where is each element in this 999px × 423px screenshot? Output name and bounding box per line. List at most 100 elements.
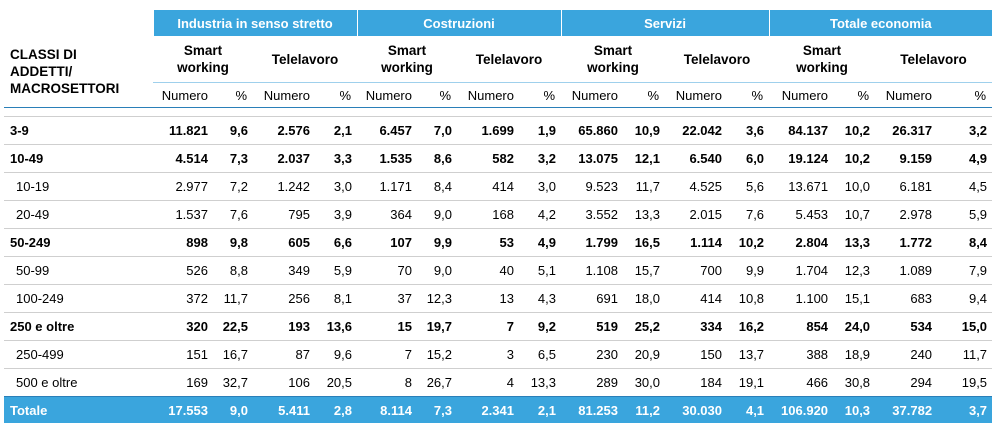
cell-percent: 9,2: [519, 313, 561, 341]
unit-label: %: [315, 83, 357, 108]
cell-percent: 9,0: [417, 257, 457, 285]
cell-numero: 7: [457, 313, 519, 341]
cell-numero: 106.920: [769, 397, 833, 423]
cell-numero: 3.552: [561, 201, 623, 229]
cell-percent: 15,0: [937, 313, 992, 341]
cell-numero: 364: [357, 201, 417, 229]
cell-percent: 8,6: [417, 145, 457, 173]
cell-numero: 40: [457, 257, 519, 285]
cell-numero: 289: [561, 369, 623, 397]
cell-numero: 168: [457, 201, 519, 229]
cell-percent: 19,1: [727, 369, 769, 397]
cell-percent: 4,5: [937, 173, 992, 201]
cell-percent: 32,7: [213, 369, 253, 397]
cell-numero: 2.576: [253, 117, 315, 145]
cell-percent: 2,8: [315, 397, 357, 423]
cell-numero: 2.015: [665, 201, 727, 229]
cell-percent: 13,7: [727, 341, 769, 369]
metric-header: Telelavoro: [875, 36, 992, 83]
cell-numero: 2.977: [153, 173, 213, 201]
unit-label: Numero: [665, 83, 727, 108]
cell-percent: 18,9: [833, 341, 875, 369]
cell-percent: 4,9: [519, 229, 561, 257]
cell-numero: 53: [457, 229, 519, 257]
row-label: 20-49: [4, 201, 153, 229]
cell-percent: 16,5: [623, 229, 665, 257]
cell-percent: 9,6: [315, 341, 357, 369]
cell-percent: 7,9: [937, 257, 992, 285]
unit-label: %: [417, 83, 457, 108]
cell-numero: 9.159: [875, 145, 937, 173]
cell-percent: 10,2: [833, 117, 875, 145]
row-label: 50-99: [4, 257, 153, 285]
cell-numero: 4.514: [153, 145, 213, 173]
metric-label: Smart working: [787, 42, 857, 76]
row-label: 10-19: [4, 173, 153, 201]
cell-percent: 15,1: [833, 285, 875, 313]
cell-numero: 1.100: [769, 285, 833, 313]
cell-percent: 30,8: [833, 369, 875, 397]
cell-numero: 898: [153, 229, 213, 257]
row-label: 50-249: [4, 229, 153, 257]
header-divider: [4, 108, 992, 117]
metric-header: Smart working: [357, 36, 457, 83]
cell-percent: 5,9: [315, 257, 357, 285]
metric-header: Telelavoro: [457, 36, 561, 83]
cell-percent: 12,1: [623, 145, 665, 173]
corner-top: [4, 10, 153, 36]
cell-percent: 10,2: [833, 145, 875, 173]
cell-numero: 7: [357, 341, 417, 369]
header-gap-row: [4, 108, 992, 117]
cell-numero: 84.137: [769, 117, 833, 145]
cell-percent: 9,9: [417, 229, 457, 257]
cell-percent: 12,3: [833, 257, 875, 285]
cell-numero: 414: [665, 285, 727, 313]
cell-percent: 11,7: [623, 173, 665, 201]
cell-percent: 8,4: [937, 229, 992, 257]
cell-numero: 2.804: [769, 229, 833, 257]
cell-numero: 605: [253, 229, 315, 257]
cell-numero: 5.453: [769, 201, 833, 229]
metric-header-row: CLASSI DI ADDETTI/ MACROSETTORI Smart wo…: [4, 36, 992, 83]
sector-header: Industria in senso stretto: [153, 10, 357, 36]
cell-percent: 9,4: [937, 285, 992, 313]
unit-label: %: [833, 83, 875, 108]
cell-numero: 1.772: [875, 229, 937, 257]
cell-percent: 16,2: [727, 313, 769, 341]
cell-numero: 1.089: [875, 257, 937, 285]
cell-percent: 7,0: [417, 117, 457, 145]
cell-numero: 13: [457, 285, 519, 313]
cell-percent: 9,9: [727, 257, 769, 285]
cell-percent: 9,0: [213, 397, 253, 423]
cell-percent: 10,7: [833, 201, 875, 229]
metric-header: Telelavoro: [253, 36, 357, 83]
cell-numero: 519: [561, 313, 623, 341]
cell-percent: 7,3: [213, 145, 253, 173]
cell-numero: 70: [357, 257, 417, 285]
cell-percent: 20,5: [315, 369, 357, 397]
sector-header: Totale economia: [769, 10, 992, 36]
cell-numero: 150: [665, 341, 727, 369]
cell-numero: 1.537: [153, 201, 213, 229]
cell-numero: 256: [253, 285, 315, 313]
cell-numero: 169: [153, 369, 213, 397]
cell-numero: 349: [253, 257, 315, 285]
cell-numero: 193: [253, 313, 315, 341]
cell-numero: 414: [457, 173, 519, 201]
cell-numero: 151: [153, 341, 213, 369]
metric-header: Smart working: [561, 36, 665, 83]
unit-label: %: [623, 83, 665, 108]
cell-percent: 7,2: [213, 173, 253, 201]
cell-numero: 240: [875, 341, 937, 369]
cell-numero: 26.317: [875, 117, 937, 145]
unit-label: %: [213, 83, 253, 108]
cell-percent: 22,5: [213, 313, 253, 341]
cell-numero: 334: [665, 313, 727, 341]
cell-numero: 107: [357, 229, 417, 257]
cell-numero: 320: [153, 313, 213, 341]
